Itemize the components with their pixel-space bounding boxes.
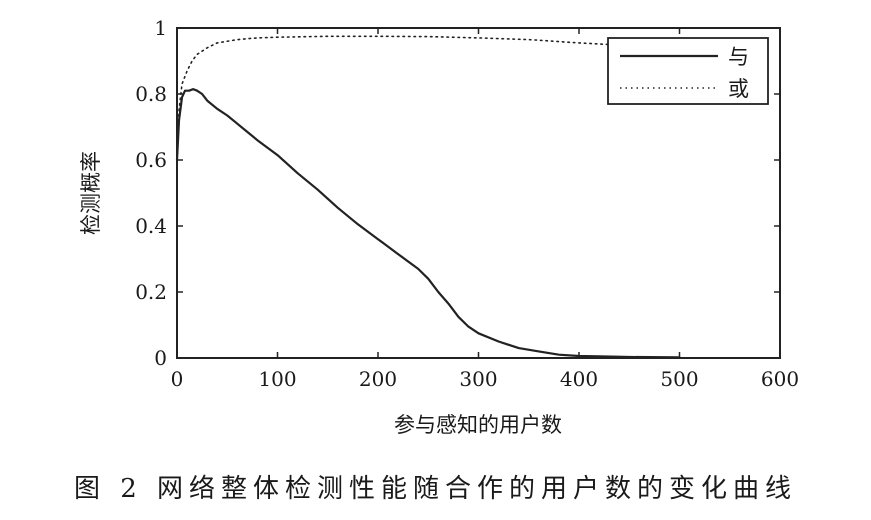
- x-tick-label: 100: [258, 367, 296, 391]
- x-tick-label: 500: [660, 367, 698, 391]
- y-axis-title: 检测概率: [79, 151, 103, 235]
- y-tick-label: 0.4: [135, 214, 167, 238]
- x-tick-label: 0: [171, 367, 184, 391]
- y-tick-label: 1: [154, 16, 167, 40]
- series-layer: [175, 35, 681, 359]
- axis-ticks: 0 100 200 300 400 500 600 0 0.2 0.4 0.6 0.8 1: [135, 16, 799, 391]
- x-axis-title: 参与感知的用户数: [394, 413, 562, 437]
- series-line-1: [176, 35, 610, 161]
- x-tick-label: 200: [359, 367, 397, 391]
- x-tick-label: 400: [560, 367, 598, 391]
- x-tick-label: 300: [459, 367, 497, 391]
- y-tick-label: 0: [154, 346, 167, 370]
- y-tick-label: 0.6: [135, 148, 167, 172]
- y-tick-label: 0.2: [135, 280, 167, 304]
- legend-label-0: 与: [728, 45, 749, 69]
- legend: 与或: [607, 37, 769, 105]
- y-tick-label: 0.8: [135, 82, 167, 106]
- figure-caption: 图 2 网络整体检测性能随合作的用户数的变化曲线: [73, 474, 798, 504]
- series-line-0: [175, 87, 681, 359]
- legend-label-1: 或: [728, 77, 749, 101]
- x-tick-label: 600: [761, 367, 799, 391]
- legend-box: [607, 37, 769, 105]
